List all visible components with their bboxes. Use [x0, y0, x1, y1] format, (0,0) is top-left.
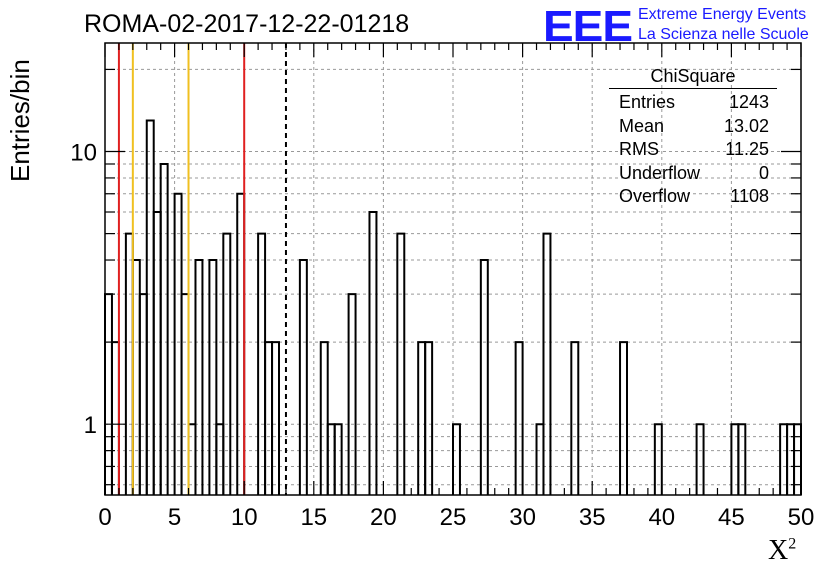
- stats-value: 11.25: [725, 139, 769, 160]
- stats-label: Entries: [619, 92, 676, 112]
- stats-box: ChiSquare Entries 1243 Mean 13.02 RMS 11.25…: [609, 66, 777, 209]
- histogram-bin: [131, 259, 141, 495]
- histogram-bin: [417, 341, 427, 495]
- histogram-bin: [570, 341, 580, 495]
- histogram-bin: [152, 211, 162, 495]
- histogram-bin: [145, 119, 155, 495]
- chart-title: ROMA-02-2017-12-22-01218: [84, 10, 410, 38]
- x-tick-label: 35: [579, 504, 606, 531]
- histogram-bin: [653, 423, 663, 495]
- histogram-bin: [236, 192, 246, 495]
- histogram-bin: [194, 259, 204, 495]
- y-axis-label: Entries/bin: [5, 59, 35, 182]
- histogram-bin: [452, 423, 461, 495]
- histogram-bin: [104, 293, 113, 495]
- histogram-bin: [159, 162, 169, 495]
- y-axis-label-wrap: Entries/bin: [5, 42, 40, 182]
- histogram-bin: [264, 341, 274, 495]
- histogram-bin: [257, 232, 267, 495]
- histogram-bin: [222, 232, 232, 495]
- stats-label: Overflow: [619, 186, 691, 207]
- histogram-bin: [396, 232, 406, 495]
- stats-row: Mean 13.02: [609, 115, 777, 139]
- histogram-bin: [110, 341, 120, 495]
- histogram-bin: [271, 341, 280, 495]
- x-axis-label-sup: 2: [788, 535, 797, 553]
- histogram-bin: [542, 232, 552, 495]
- histogram-bin: [368, 211, 378, 495]
- stats-row: Entries 1243: [609, 91, 777, 115]
- histogram-bin: [180, 293, 190, 495]
- stats-label: Underflow: [619, 162, 701, 183]
- histogram-bin: [737, 423, 747, 495]
- stats-label: RMS: [619, 139, 659, 160]
- logo-line-1: Extreme Energy Events: [638, 6, 807, 23]
- x-tick-label: 45: [718, 504, 745, 531]
- y-tick-label: 10: [70, 140, 97, 167]
- stats-title: ChiSquare: [609, 66, 777, 89]
- histogram-bin: [138, 293, 148, 495]
- histogram-bin: [173, 192, 183, 495]
- histogram-bin: [124, 232, 134, 495]
- x-tick-label: 0: [98, 504, 111, 531]
- x-tick-label: 40: [648, 504, 675, 531]
- x-axis-label: X2: [768, 535, 796, 567]
- x-axis-label-base: X: [768, 535, 789, 566]
- x-tick-label: 10: [231, 504, 258, 531]
- histogram-bin: [695, 423, 705, 495]
- x-tick-label: 30: [509, 504, 536, 531]
- y-tick-label: 1: [84, 412, 97, 439]
- histogram-bin: [298, 259, 308, 495]
- histogram-bin: [619, 341, 628, 495]
- logo-line-2: La Scienza nelle Scuole: [638, 26, 809, 43]
- eee-logo: EEE: [543, 1, 633, 51]
- histogram-bin: [208, 259, 218, 495]
- stats-row: Underflow 0: [609, 162, 777, 186]
- stats-row: Overflow 1108: [609, 185, 777, 209]
- histogram-bin: [333, 423, 343, 495]
- histogram-bin: [347, 293, 357, 495]
- stats-row: RMS 11.25: [609, 138, 777, 162]
- stats-label: Mean: [619, 115, 665, 136]
- x-tick-label: 5: [168, 504, 181, 531]
- histogram-bin: [424, 341, 434, 495]
- x-tick-label: 50: [788, 504, 815, 531]
- x-tick-label: 20: [370, 504, 397, 531]
- stats-value: 0: [758, 162, 769, 183]
- histogram-bin: [514, 341, 524, 495]
- x-tick-label: 25: [440, 504, 467, 531]
- stats-value: 1243: [728, 92, 769, 112]
- stats-value: 1108: [730, 186, 769, 207]
- x-tick-label: 15: [300, 504, 327, 531]
- histogram-bin: [319, 341, 329, 495]
- stats-value: 13.02: [723, 115, 769, 136]
- histogram-bin: [479, 259, 489, 495]
